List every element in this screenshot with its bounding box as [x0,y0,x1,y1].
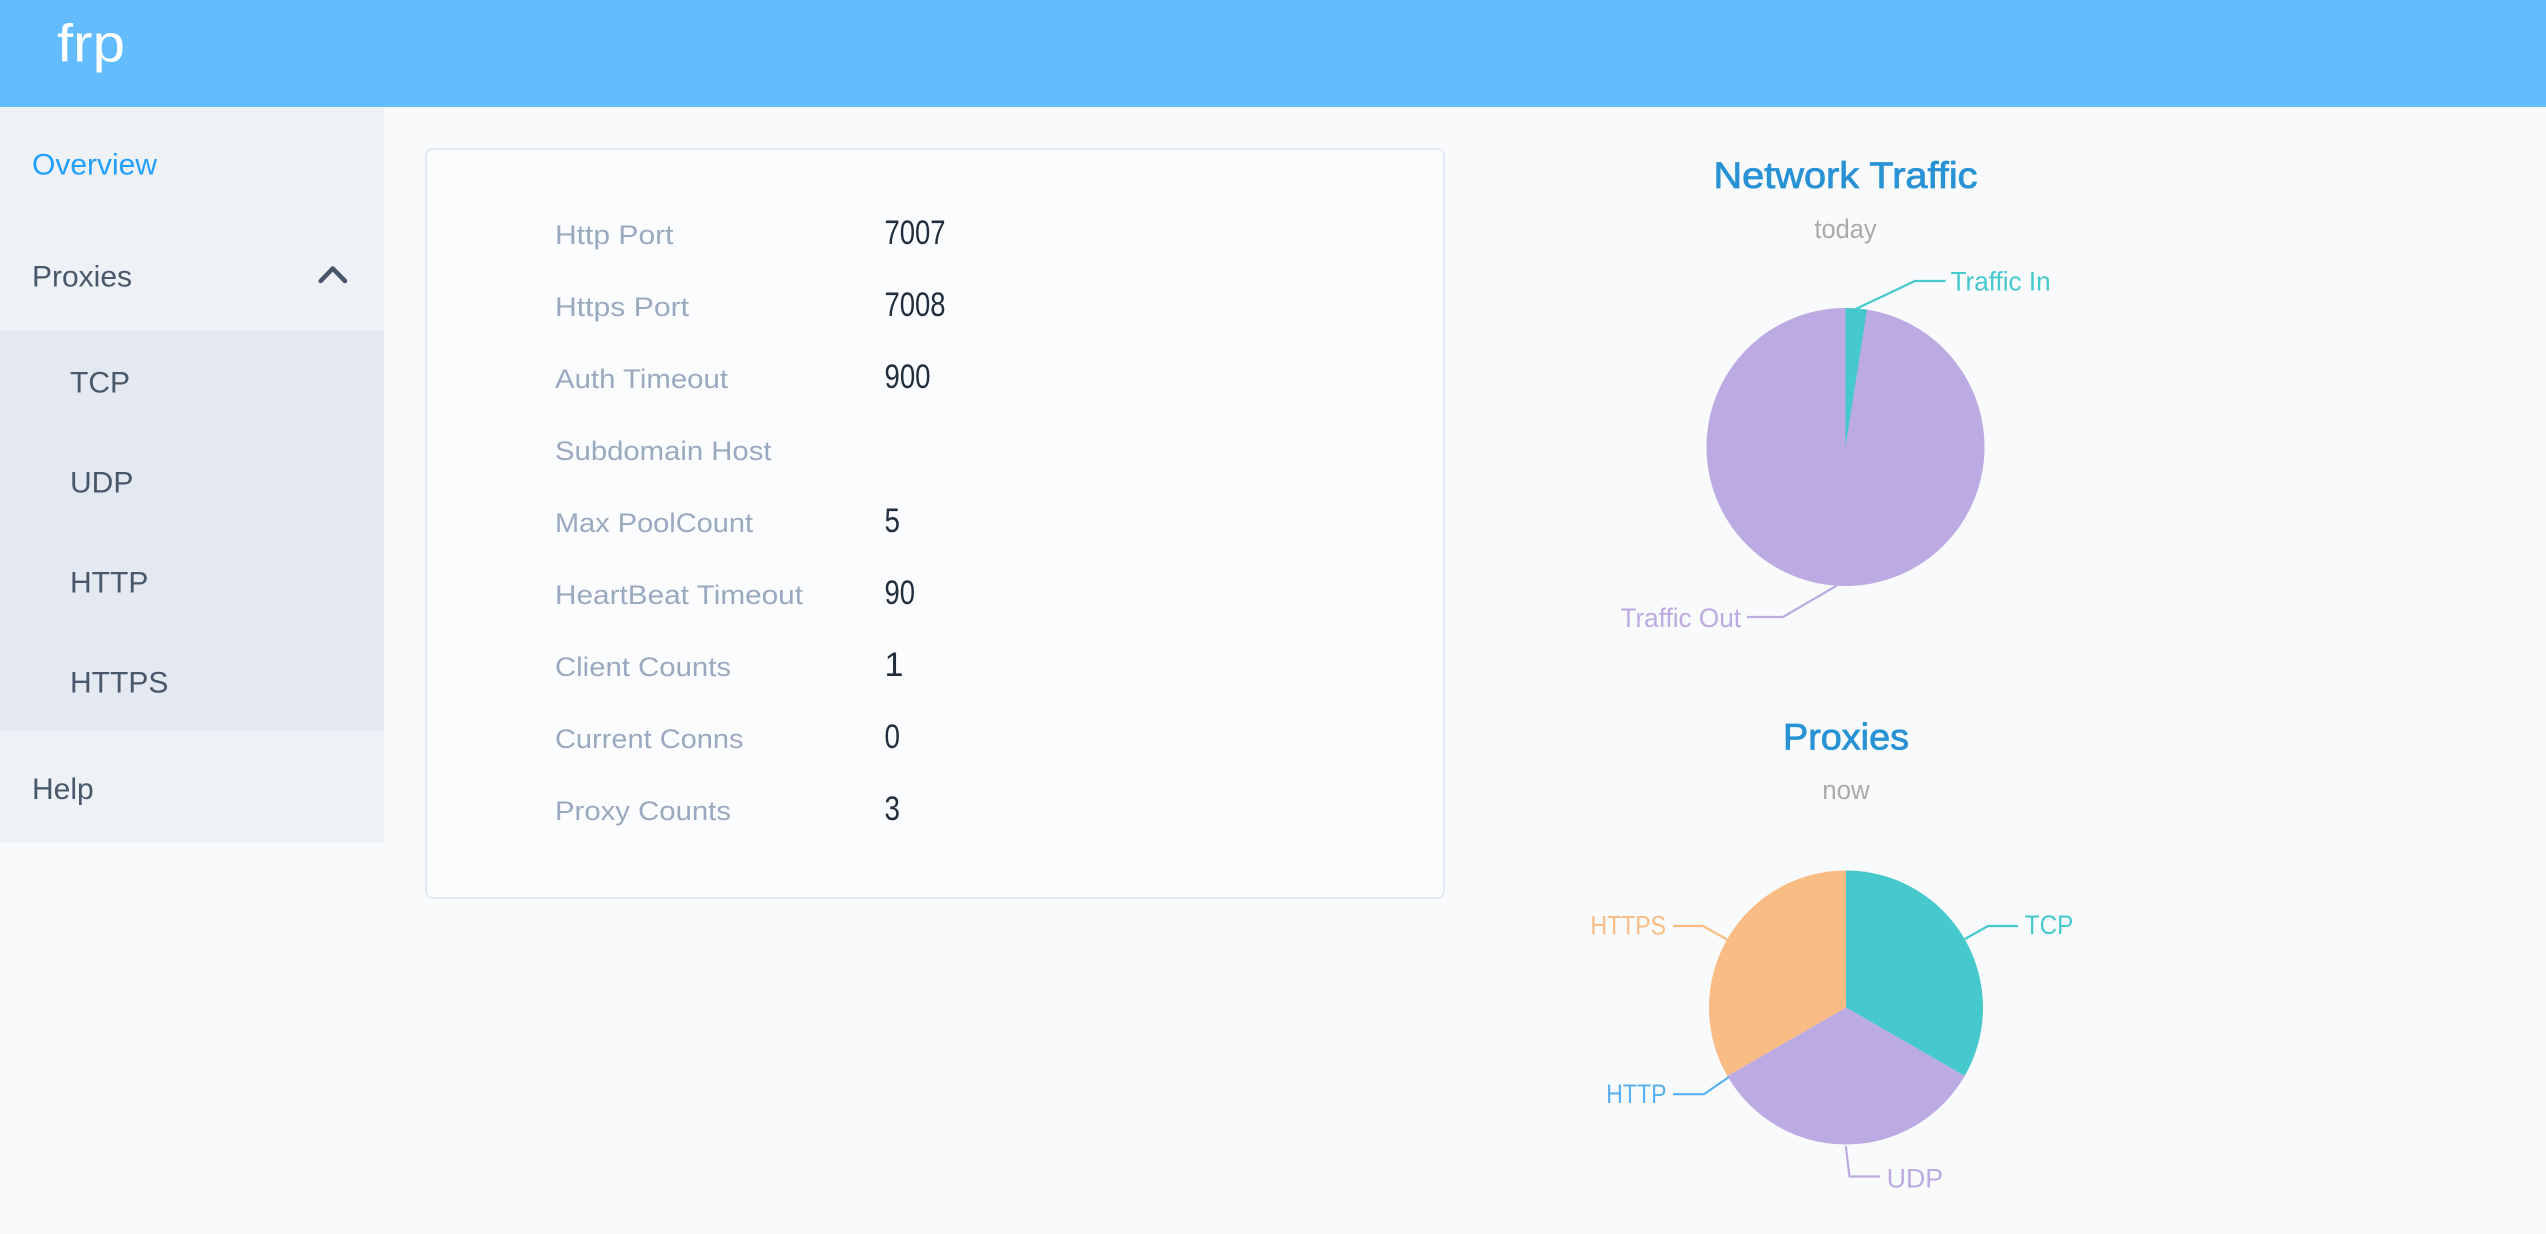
svg-text:Traffic In: Traffic In [1951,266,2051,296]
svg-text:TCP: TCP [70,367,130,400]
svg-text:Proxy Counts: Proxy Counts [555,796,731,826]
svg-text:Traffic Out: Traffic Out [1621,603,1742,633]
svg-text:HTTPS: HTTPS [1591,911,1667,941]
svg-text:5: 5 [885,502,901,540]
svg-text:Client Counts: Client Counts [555,652,731,682]
svg-text:HeartBeat Timeout: HeartBeat Timeout [555,580,804,610]
svg-text:90: 90 [885,574,916,612]
svg-text:3: 3 [885,790,901,828]
svg-text:HTTPS: HTTPS [70,667,168,700]
svg-text:7007: 7007 [885,214,946,252]
svg-text:UDP: UDP [70,467,133,500]
svg-text:HTTP: HTTP [70,567,148,600]
svg-text:Https Port: Https Port [555,292,690,322]
svg-text:Proxies: Proxies [1783,717,1909,758]
svg-text:Current Conns: Current Conns [555,724,744,754]
svg-text:TCP: TCP [2025,910,2074,940]
svg-text:UDP: UDP [1887,1164,1944,1194]
svg-text:Help: Help [32,773,94,806]
svg-text:Overview: Overview [32,149,157,182]
svg-text:Subdomain Host: Subdomain Host [555,436,772,466]
svg-text:frp: frp [57,15,125,74]
svg-text:Http Port: Http Port [555,220,674,250]
svg-text:Max PoolCount: Max PoolCount [555,508,754,538]
svg-text:7008: 7008 [885,286,946,324]
svg-text:now: now [1822,775,1870,805]
svg-text:0: 0 [885,718,901,756]
svg-text:HTTP: HTTP [1606,1079,1667,1109]
svg-text:Auth Timeout: Auth Timeout [555,364,729,394]
svg-text:1: 1 [885,646,904,684]
svg-text:900: 900 [885,358,931,396]
svg-text:today: today [1815,214,1877,244]
svg-text:Proxies: Proxies [32,261,132,294]
svg-text:Network Traffic: Network Traffic [1714,155,1978,196]
